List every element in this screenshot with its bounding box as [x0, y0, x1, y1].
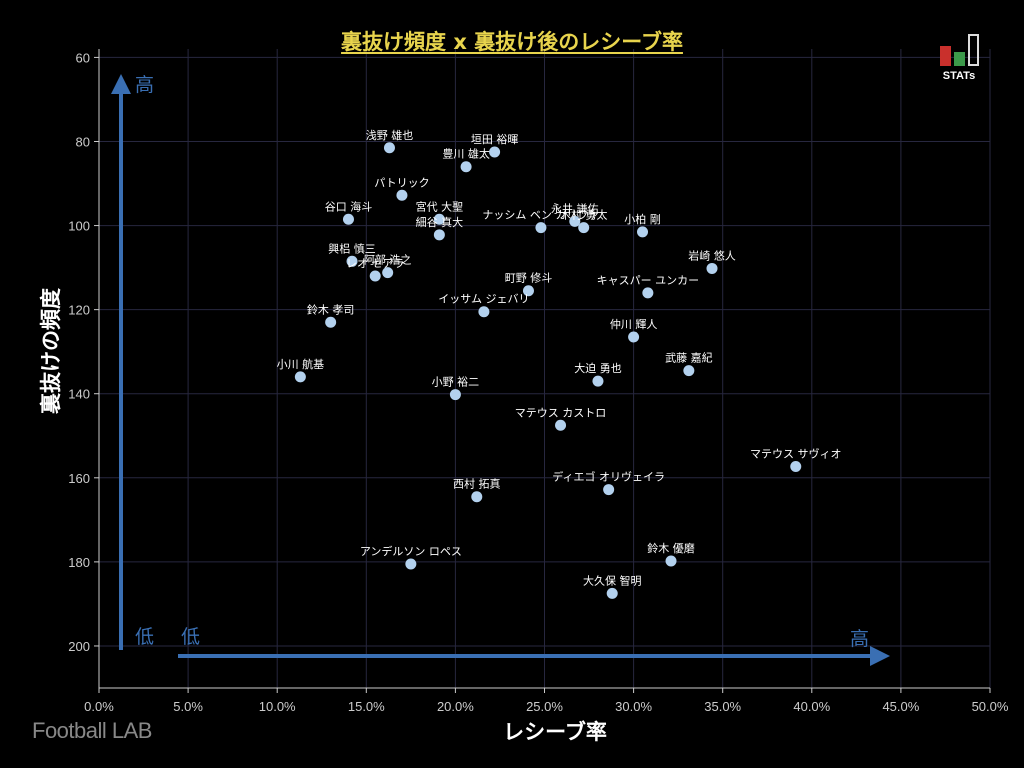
- data-point: [294, 371, 306, 383]
- data-point: [325, 316, 337, 328]
- data-point: [555, 419, 567, 431]
- data-point: [382, 267, 394, 279]
- y-tick-label: 120: [68, 303, 90, 318]
- data-point: [460, 161, 472, 173]
- data-point: [369, 270, 381, 282]
- y-tick-label: 140: [68, 387, 90, 402]
- brand-watermark: Football LAB: [32, 718, 152, 743]
- data-point: [790, 460, 802, 472]
- x-tick-label: 20.0%: [437, 699, 474, 714]
- stats-logo: STATs: [934, 28, 984, 86]
- point-label: マテウス カストロ: [515, 406, 607, 419]
- x-tick-label: 35.0%: [704, 699, 741, 714]
- x-low-annotation: 低: [181, 626, 200, 648]
- data-point: [383, 142, 395, 154]
- data-point: [683, 365, 695, 377]
- chart-title-text: 裏抜け頻度 x 裏抜け後のレシーブ率: [341, 30, 683, 54]
- data-point: [471, 491, 483, 503]
- y-low-annotation: 低: [135, 626, 154, 648]
- data-point: [489, 146, 501, 158]
- point-label: 谷口 海斗: [325, 199, 373, 213]
- point-label: レオ セアラ: [346, 257, 405, 270]
- point-label: 町野 修斗: [505, 271, 553, 285]
- data-point: [535, 222, 547, 234]
- data-point: [706, 262, 718, 274]
- y-high-annotation: 高: [135, 74, 154, 96]
- x-tick-label: 5.0%: [173, 699, 203, 714]
- y-tick-label: 100: [68, 219, 90, 234]
- point-label: アンデルソン ロペス: [360, 544, 462, 558]
- point-label: 鈴木 孝司: [307, 302, 355, 316]
- point-label: 鈴木 優磨: [647, 541, 695, 555]
- data-point: [665, 555, 677, 567]
- point-label: パトリック: [374, 176, 429, 189]
- data-point: [449, 389, 461, 401]
- x-axis-label: レシーブ率: [503, 720, 607, 744]
- y-tick-label: 80: [76, 134, 90, 149]
- point-label: 豊川 雄太: [442, 147, 490, 161]
- point-label: 西村 拓真: [453, 477, 501, 491]
- logo-bar-red: [940, 46, 951, 66]
- data-point: [637, 226, 649, 238]
- point-label: 小柏 剛: [624, 212, 661, 226]
- y-tick-label: 180: [68, 555, 90, 570]
- logo-bar-outline: [968, 34, 979, 66]
- point-label: 大久保 智明: [583, 573, 642, 587]
- data-point: [522, 285, 534, 297]
- x-tick-label: 40.0%: [793, 699, 830, 714]
- x-tick-label: 30.0%: [615, 699, 652, 714]
- data-point: [603, 484, 615, 496]
- x-tick-label: 15.0%: [348, 699, 385, 714]
- y-axis-label: 裏抜けの頻度: [39, 288, 63, 414]
- point-label: 細谷 真大: [416, 215, 464, 229]
- logo-bar-green: [954, 52, 965, 66]
- data-point: [478, 306, 490, 318]
- point-label: 浅野 雄也: [366, 128, 414, 142]
- point-label: 永井 謙佑: [551, 201, 599, 215]
- point-label: 興梠 慎三: [328, 241, 376, 255]
- logo-text: STATs: [942, 70, 976, 82]
- point-label: 武藤 嘉紀: [665, 351, 713, 365]
- point-label: 垣田 裕暉: [471, 133, 519, 146]
- chart-title: 裏抜け頻度 x 裏抜け後のレシーブ率: [0, 26, 1024, 56]
- point-label: 仲川 輝人: [610, 317, 658, 331]
- y-tick-label: 200: [68, 639, 90, 654]
- data-point: [642, 287, 654, 299]
- data-point: [433, 213, 445, 225]
- data-point: [405, 558, 417, 570]
- point-label: 小川 航基: [277, 357, 325, 371]
- data-point: [342, 213, 354, 225]
- x-tick-label: 0.0%: [84, 699, 114, 714]
- point-label: 大迫 勇也: [574, 361, 622, 375]
- point-label: イッサム ジェバリ: [438, 293, 529, 306]
- y-tick-label: 160: [68, 471, 90, 486]
- data-point: [569, 215, 581, 227]
- x-tick-label: 10.0%: [259, 699, 296, 714]
- y-tick-label: 60: [76, 50, 90, 65]
- point-label: 小野 裕二: [432, 376, 480, 389]
- data-point: [606, 587, 618, 599]
- data-point: [433, 229, 445, 241]
- x-tick-label: 50.0%: [972, 699, 1009, 714]
- x-tick-label: 25.0%: [526, 699, 563, 714]
- point-label: キャスパー ユンカー: [597, 274, 700, 287]
- data-point: [592, 375, 604, 387]
- data-point: [346, 255, 358, 267]
- point-label: 阿部 浩之: [364, 253, 412, 267]
- point-label: マテウス サヴィオ: [750, 446, 842, 460]
- point-label: 木村 勇太: [560, 208, 608, 222]
- data-point: [628, 331, 640, 343]
- data-point: [578, 222, 590, 234]
- point-label: ディエゴ オリヴェイラ: [552, 470, 665, 484]
- x-tick-label: 45.0%: [882, 699, 919, 714]
- data-point: [396, 189, 408, 201]
- point-label: 宮代 大聖: [416, 199, 464, 213]
- x-high-annotation: 高: [850, 628, 869, 650]
- point-label: 岩崎 悠人: [688, 248, 736, 262]
